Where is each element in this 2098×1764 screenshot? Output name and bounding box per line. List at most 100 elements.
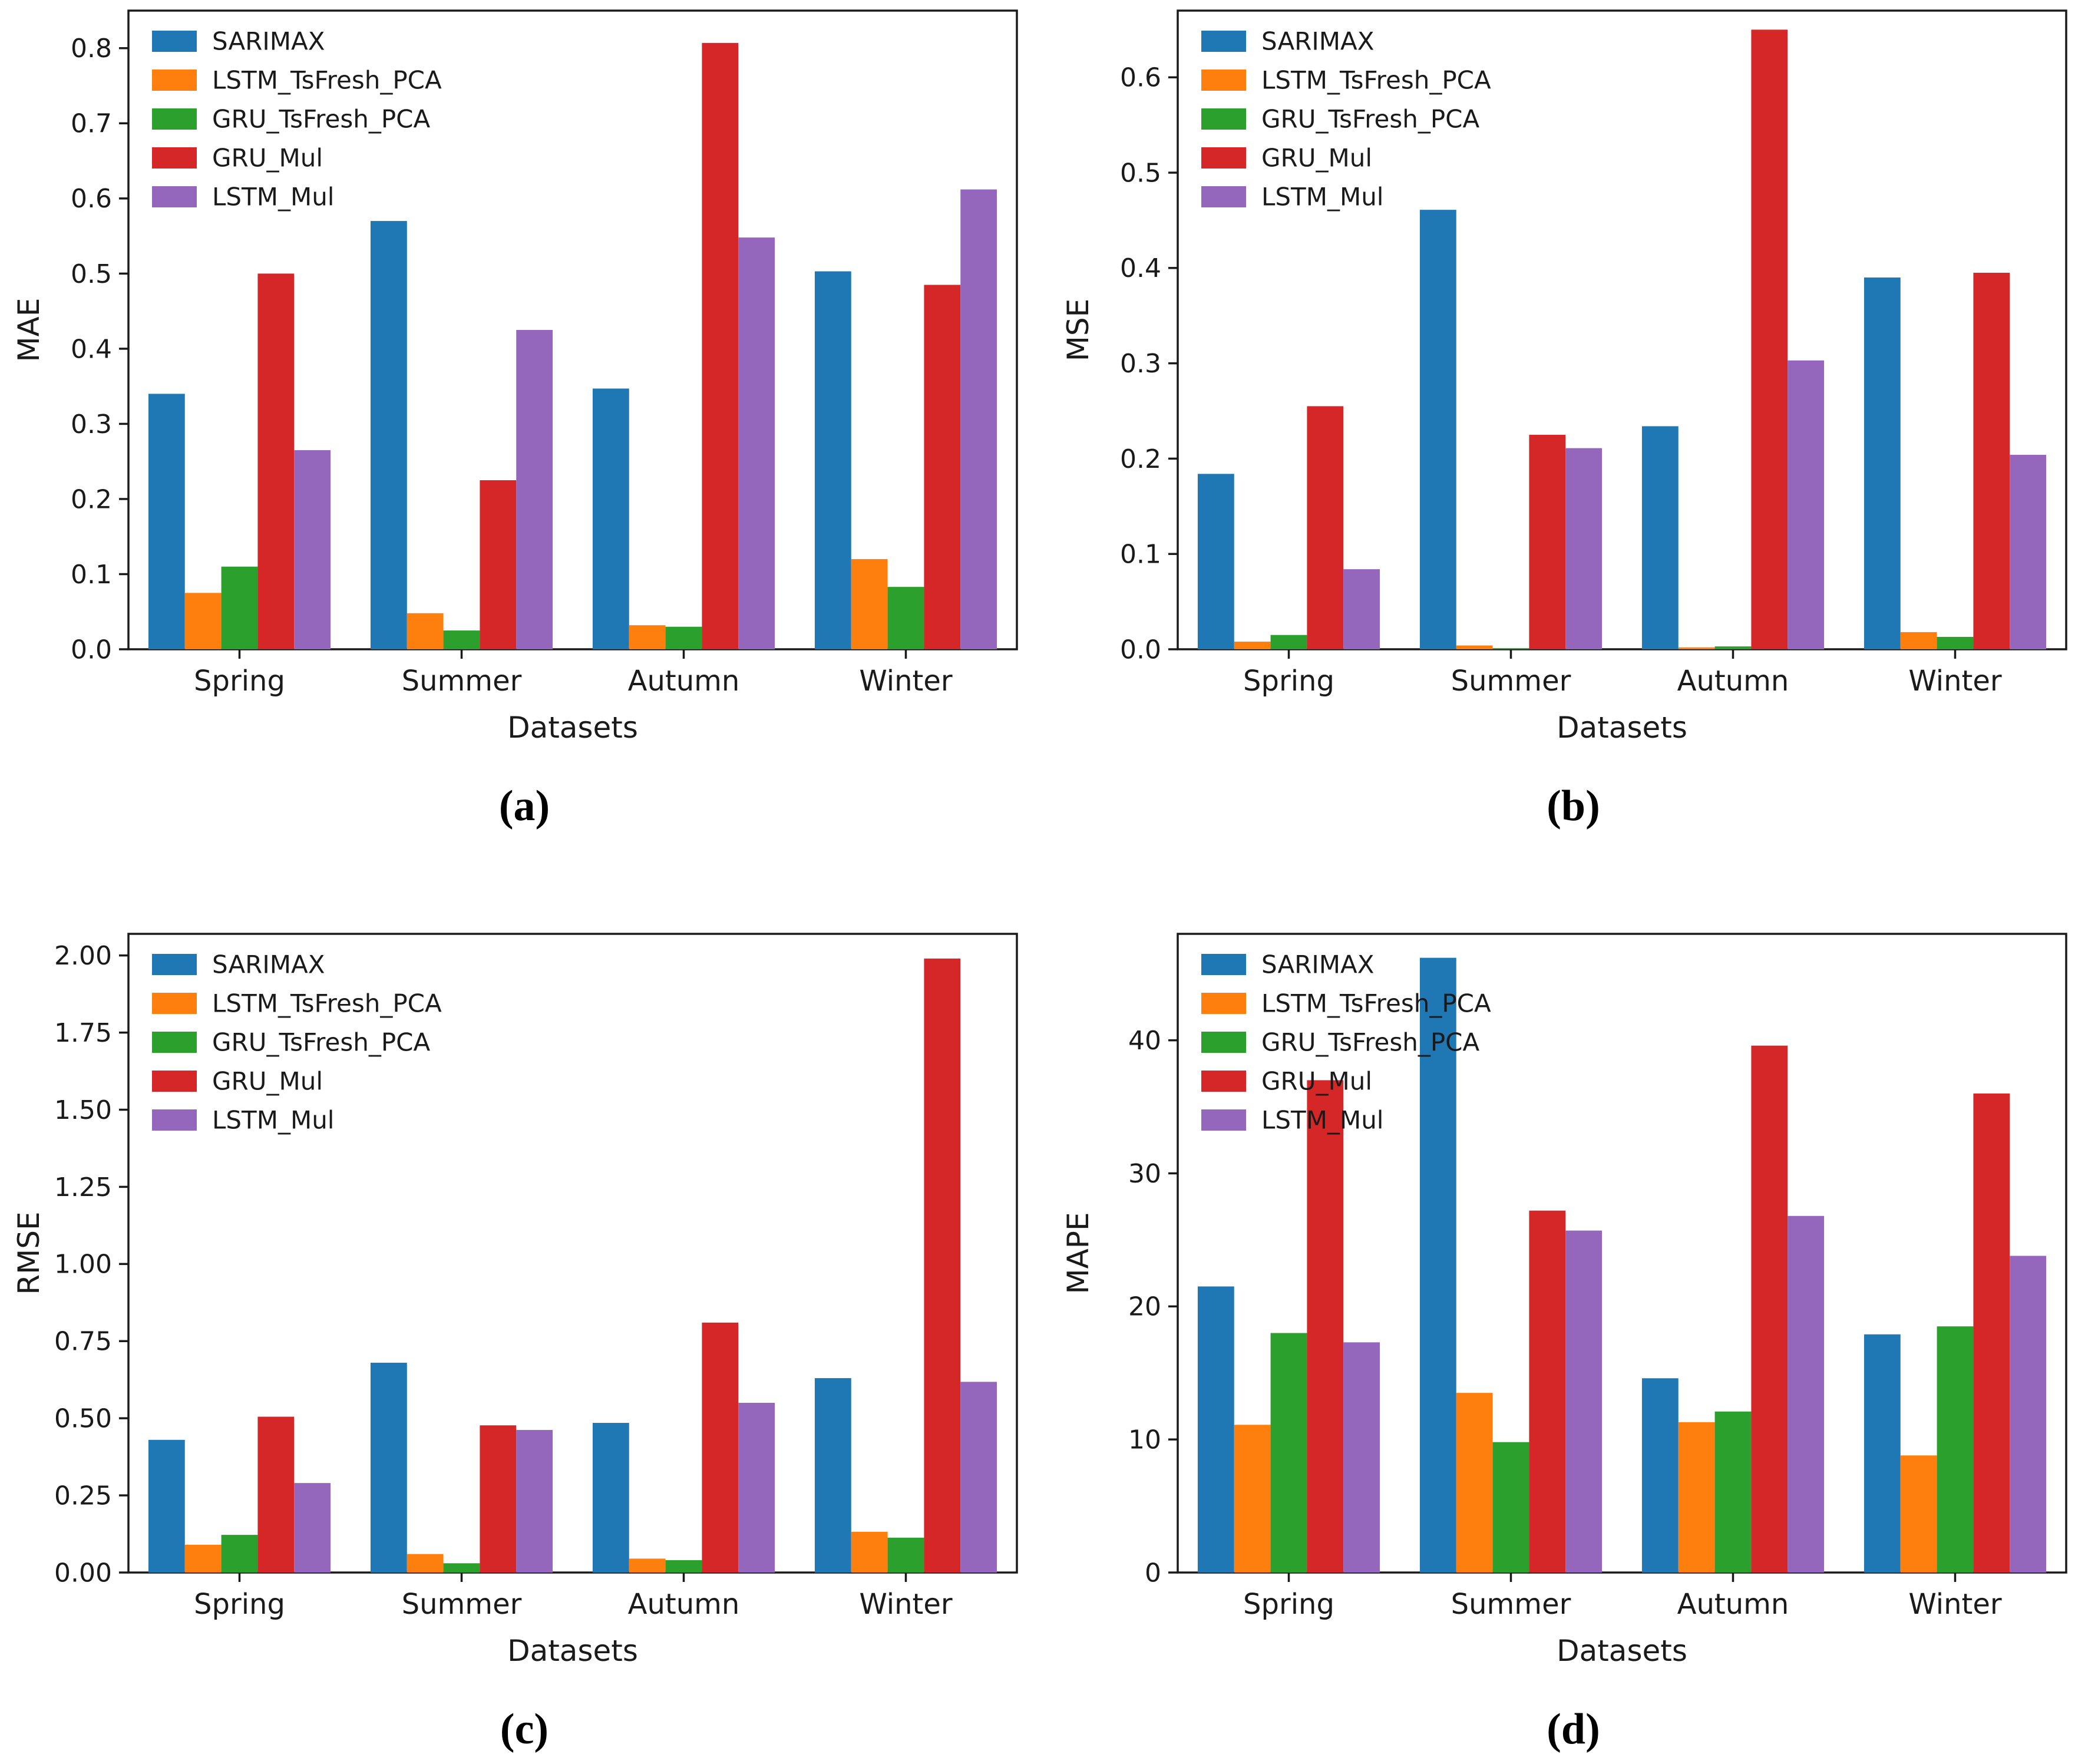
legend-item-SARIMAX: SARIMAX xyxy=(1201,27,1374,56)
y-tick-label: 1.50 xyxy=(54,1095,112,1125)
panel-caption-c: (c) xyxy=(500,1705,549,1753)
y-tick-label: 0.2 xyxy=(1120,444,1161,474)
bar-GRU_Mul-Spring xyxy=(1306,406,1343,649)
bar-GRU_TsFresh_PCA-Autumn xyxy=(665,626,702,649)
bar-SARIMAX-Autumn xyxy=(592,388,629,649)
legend-swatch-GRU_TsFresh_PCA xyxy=(152,108,197,130)
legend-swatch-GRU_TsFresh_PCA xyxy=(152,1032,197,1053)
bar-LSTM_TsFresh_PCA-Autumn xyxy=(629,625,666,649)
legend-label: LSTM_Mul xyxy=(1261,183,1383,212)
legend-swatch-LSTM_Mul xyxy=(1201,186,1246,207)
x-tick-label: Summer xyxy=(402,665,522,698)
legend-label: LSTM_TsFresh_PCA xyxy=(212,66,442,95)
bar-GRU_Mul-Summer xyxy=(1528,434,1565,649)
bar-SARIMAX-Spring xyxy=(148,394,185,649)
legend-item-GRU_TsFresh_PCA: GRU_TsFresh_PCA xyxy=(152,1028,430,1057)
y-tick-label: 0.00 xyxy=(54,1558,112,1588)
chart-mape-canvas: 0 10 20 30 40 Spring Summer Autumn Winter Dataset… xyxy=(1049,923,2098,1677)
legend-swatch-LSTM_TsFresh_PCA xyxy=(152,70,197,91)
chart-mse-canvas: 0.0 0.1 0.2 0.3 0.4 0.5 0.6 Spring Summer Autumn W… xyxy=(1049,0,2098,754)
bar-GRU_Mul-Autumn xyxy=(702,42,739,649)
legend-label: GRU_TsFresh_PCA xyxy=(1261,1028,1479,1057)
bar-SARIMAX-Winter xyxy=(814,271,851,649)
bar-LSTM_TsFresh_PCA-Spring xyxy=(1234,642,1271,649)
bar-LSTM_TsFresh_PCA-Summer xyxy=(407,1554,444,1573)
panel-caption-d: (d) xyxy=(1547,1705,1600,1753)
y-tick-label: 0.0 xyxy=(1120,635,1161,665)
legend-swatch-SARIMAX xyxy=(152,31,197,52)
bar-GRU_Mul-Summer xyxy=(1528,1210,1565,1573)
y-tick-label: 30 xyxy=(1128,1159,1161,1189)
bar-GRU_TsFresh_PCA-Summer xyxy=(1492,648,1529,649)
y-axis-label: RMSE xyxy=(12,1211,46,1294)
legend-label: GRU_Mul xyxy=(1261,144,1372,173)
bar-GRU_Mul-Winter xyxy=(1973,272,2010,649)
y-tick-label: 1.25 xyxy=(54,1172,112,1203)
legend-label: SARIMAX xyxy=(1261,27,1374,56)
bar-LSTM_Mul-Winter xyxy=(960,1382,997,1573)
x-tick-label: Autumn xyxy=(628,1588,740,1621)
bar-SARIMAX-Summer xyxy=(370,1362,407,1573)
y-tick-label: 0.0 xyxy=(71,635,112,665)
legend-label: GRU_Mul xyxy=(212,144,323,173)
x-tick-label: Spring xyxy=(1243,665,1334,698)
legend-item-LSTM_Mul: LSTM_Mul xyxy=(152,183,334,212)
legend-label: GRU_TsFresh_PCA xyxy=(212,105,430,134)
bar-GRU_Mul-Winter xyxy=(1973,1094,2010,1573)
bar-LSTM_Mul-Summer xyxy=(1565,448,1602,649)
legend-label: SARIMAX xyxy=(1261,950,1374,979)
bar-LSTM_Mul-Spring xyxy=(294,1483,331,1573)
y-tick-label: 0.50 xyxy=(54,1404,112,1434)
legend-label: SARIMAX xyxy=(212,27,325,56)
y-axis-label: MSE xyxy=(1061,299,1095,361)
legend-swatch-LSTM_TsFresh_PCA xyxy=(1201,993,1246,1014)
bar-LSTM_Mul-Autumn xyxy=(738,1402,775,1573)
legend-item-LSTM_Mul: LSTM_Mul xyxy=(152,1106,334,1135)
bar-GRU_Mul-Autumn xyxy=(1750,29,1788,650)
bar-LSTM_Mul-Spring xyxy=(1343,1342,1380,1573)
bar-LSTM_TsFresh_PCA-Summer xyxy=(1456,1393,1493,1573)
bar-SARIMAX-Spring xyxy=(148,1439,185,1573)
legend-label: LSTM_TsFresh_PCA xyxy=(1261,989,1491,1018)
x-tick-label: Autumn xyxy=(1677,665,1789,698)
y-tick-label: 20 xyxy=(1128,1292,1161,1322)
x-axis-label: Datasets xyxy=(1557,1634,1687,1668)
y-axis-label: MAE xyxy=(12,298,46,362)
bar-SARIMAX-Winter xyxy=(1864,1334,1901,1573)
y-tick-label: 40 xyxy=(1128,1026,1161,1056)
legend-label: GRU_Mul xyxy=(1261,1067,1372,1096)
bar-LSTM_Mul-Winter xyxy=(2009,1256,2046,1573)
bar-GRU_Mul-Spring xyxy=(257,273,295,650)
bar-LSTM_TsFresh_PCA-Winter xyxy=(851,559,888,649)
panel-caption-b: (b) xyxy=(1547,782,1600,830)
bar-SARIMAX-Autumn xyxy=(1641,1378,1679,1573)
legend-item-LSTM_TsFresh_PCA: LSTM_TsFresh_PCA xyxy=(152,989,442,1018)
legend-swatch-SARIMAX xyxy=(152,954,197,975)
bar-GRU_Mul-Winter xyxy=(924,285,961,649)
bar-LSTM_Mul-Summer xyxy=(516,1430,553,1573)
legend-label: GRU_Mul xyxy=(212,1067,323,1096)
x-tick-label: Winter xyxy=(859,665,953,698)
x-tick-label: Spring xyxy=(194,1588,285,1621)
bar-GRU_Mul-Autumn xyxy=(702,1322,739,1573)
chart-mae-canvas: 0.0 0.1 0.2 0.3 0.4 0.5 0.6 0.7 0.8 Spring Summer A… xyxy=(0,0,1049,754)
figure-panel-b: 0.0 0.1 0.2 0.3 0.4 0.5 0.6 Spring Summer Autumn W… xyxy=(1049,0,2098,882)
bar-SARIMAX-Autumn xyxy=(592,1423,629,1573)
bar-SARIMAX-Spring xyxy=(1197,474,1234,649)
y-tick-label: 0.2 xyxy=(71,484,112,514)
y-tick-label: 0.5 xyxy=(71,259,112,289)
bar-LSTM_TsFresh_PCA-Summer xyxy=(1456,645,1493,649)
y-axis-label: MAPE xyxy=(1061,1212,1095,1294)
x-tick-label: Winter xyxy=(1908,1588,2002,1621)
legend-item-SARIMAX: SARIMAX xyxy=(1201,950,1374,979)
legend-swatch-LSTM_Mul xyxy=(152,1109,197,1131)
bar-LSTM_TsFresh_PCA-Winter xyxy=(1900,632,1937,649)
legend-swatch-GRU_TsFresh_PCA xyxy=(1201,1032,1246,1053)
legend-swatch-LSTM_Mul xyxy=(1201,1109,1246,1131)
legend-item-GRU_TsFresh_PCA: GRU_TsFresh_PCA xyxy=(1201,1028,1479,1057)
legend-item-GRU_TsFresh_PCA: GRU_TsFresh_PCA xyxy=(152,105,430,134)
bar-GRU_TsFresh_PCA-Spring xyxy=(1270,635,1307,649)
legend-item-SARIMAX: SARIMAX xyxy=(152,27,325,56)
bar-LSTM_Mul-Spring xyxy=(1343,569,1380,649)
bar-SARIMAX-Summer xyxy=(1419,957,1456,1573)
